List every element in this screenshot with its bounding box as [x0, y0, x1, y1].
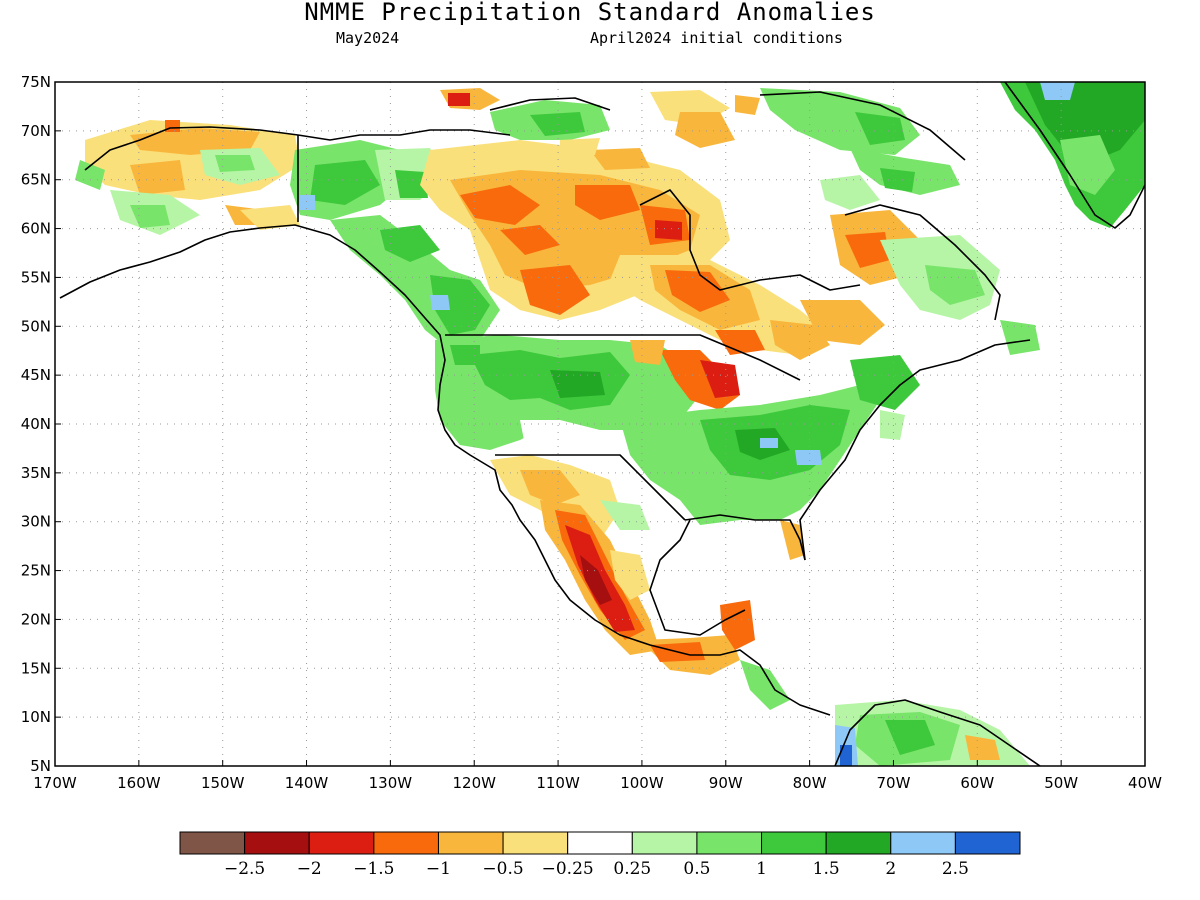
colorbar-label: −1.5: [353, 859, 394, 879]
lat-tick-label: 30N: [21, 513, 51, 531]
lon-tick-label: 130W: [369, 774, 413, 792]
colorbar-label: 0.5: [683, 859, 710, 879]
initial-conditions: April2024 initial conditions: [590, 29, 843, 47]
lon-tick-label: 140W: [285, 774, 329, 792]
lon-tick-label: 60W: [960, 774, 994, 792]
bc-anomaly: [240, 205, 500, 350]
colorbar-swatch: [631, 831, 698, 855]
colorbar-label: −1: [426, 859, 451, 879]
colorbar-label: 1: [756, 859, 767, 879]
colorbar-swatch: [761, 831, 827, 855]
colorbar-swatch: [954, 831, 1021, 855]
lat-tick-label: 45N: [21, 366, 51, 384]
colorbar-label: 1.5: [813, 859, 840, 879]
lon-tick-label: 160W: [117, 774, 161, 792]
lat-tick-label: 75N: [21, 73, 51, 91]
greenland-anomaly: [1000, 82, 1145, 228]
colorbar-label: −2: [297, 859, 322, 879]
lon-tick-label: 150W: [201, 774, 245, 792]
lat-tick-label: 20N: [21, 610, 51, 628]
lon-tick-label: 170W: [33, 774, 77, 792]
lat-tick-label: 25N: [21, 562, 51, 580]
colorbar-swatch: [696, 831, 763, 855]
colorbar-label: 0.25: [613, 859, 651, 879]
arctic-anomaly: [440, 88, 960, 195]
colorbar-swatch: [890, 831, 956, 855]
latitude-labels: 75N 70N 65N 60N 55N 50N 45N 40N 35N 30N 25N 20N 15N 1…: [21, 73, 61, 775]
lat-tick-label: 50N: [21, 317, 51, 335]
anomaly-field: [55, 82, 1145, 766]
colorbar-swatch: [567, 831, 633, 855]
lat-tick-label: 60N: [21, 220, 51, 238]
mexico-anomaly: [490, 455, 790, 710]
lon-tick-label: 110W: [536, 774, 580, 792]
colorbar-swatch: [825, 831, 892, 855]
colorbar-label: −0.25: [542, 859, 594, 879]
colorbar-swatch: [502, 831, 569, 855]
lat-tick-label: 40N: [21, 415, 51, 433]
lon-tick-label: 80W: [793, 774, 827, 792]
lat-tick-label: 35N: [21, 464, 51, 482]
coastlines: [59, 82, 1145, 766]
lat-tick-label: 70N: [21, 122, 51, 140]
colorbar-label: −0.5: [482, 859, 523, 879]
lat-tick-label: 10N: [21, 708, 51, 726]
lat-tick-label: 15N: [21, 659, 51, 677]
ontario-anomaly: [610, 255, 830, 360]
forecast-month: May2024: [336, 29, 400, 47]
longitude-labels: 170W 160W 150W 140W 130W 120W 110W 100W 90W 80W 70…: [33, 760, 1162, 792]
colorbar-labels: −2.5 −2 −1.5 −1 −0.5 −0.25 0.25 0.5 1 1.5 2 2.5: [224, 859, 969, 879]
lat-tick-label: 5N: [30, 757, 51, 775]
lon-tick-label: 70W: [877, 774, 911, 792]
lon-tick-label: 50W: [1044, 774, 1078, 792]
colorbar-swatch: [437, 831, 504, 855]
colorbar: [179, 831, 1021, 855]
colorbar-swatch: [244, 831, 310, 855]
colorbar-label: −2.5: [224, 859, 265, 879]
colorbar-label: 2.5: [942, 859, 969, 879]
south-america-anomaly: [835, 700, 1030, 766]
eastern-us-anomaly: [620, 355, 920, 560]
lon-tick-label: 40W: [1128, 774, 1162, 792]
colorbar-label: 2: [885, 859, 896, 879]
labrador-anomaly: [800, 175, 1040, 355]
lon-tick-label: 100W: [620, 774, 664, 792]
lon-tick-label: 90W: [709, 774, 743, 792]
lon-tick-label: 120W: [452, 774, 496, 792]
colorbar-swatch: [308, 831, 375, 855]
colorbar-swatch: [179, 831, 246, 855]
lat-tick-label: 55N: [21, 268, 51, 286]
map-title: NMME Precipitation Standard Anomalies: [304, 0, 876, 26]
colorbar-swatch: [373, 831, 439, 855]
lat-tick-label: 65N: [21, 171, 51, 189]
